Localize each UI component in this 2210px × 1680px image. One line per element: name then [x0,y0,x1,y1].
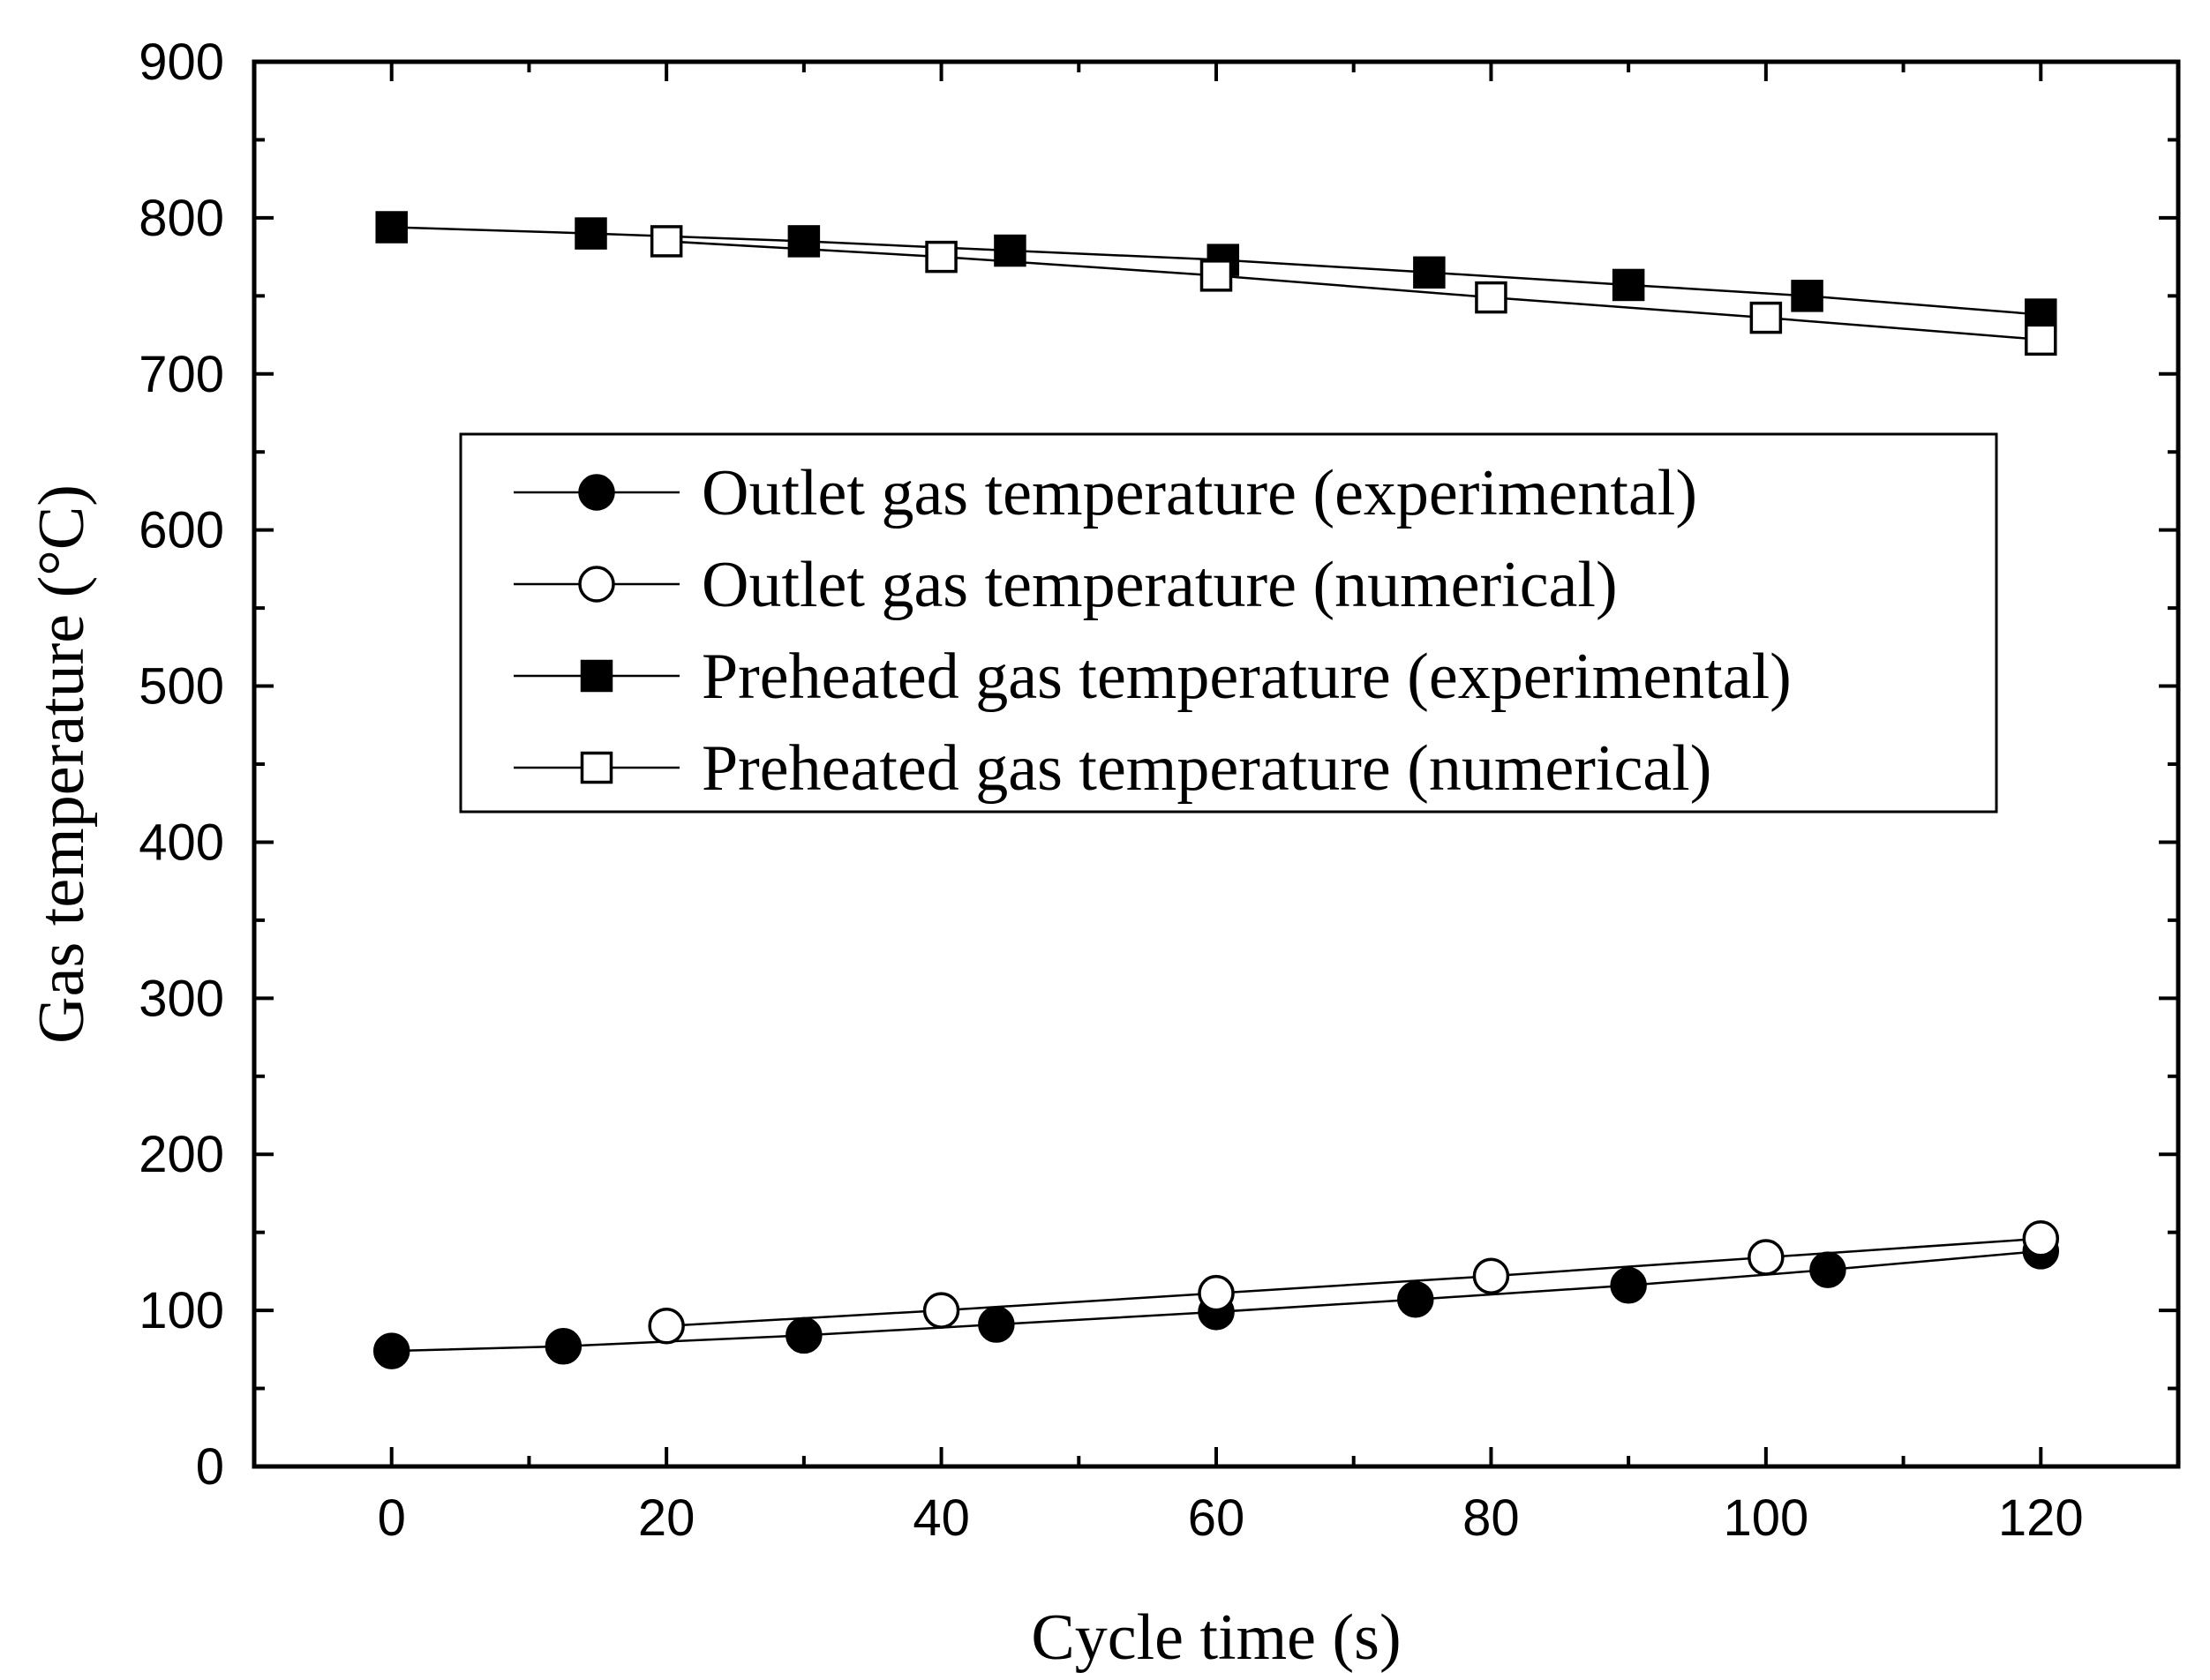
x-tick-label: 0 [378,1489,406,1547]
data-point [1748,1239,1785,1276]
data-point [1749,301,1783,334]
data-point [1475,281,1507,314]
data-point [787,225,821,258]
x-tick-label: 40 [913,1489,970,1547]
y-axis-title: Gas temperature (°C) [26,484,98,1044]
data-point [1472,1257,1510,1294]
data-point [1610,1267,1647,1304]
legend-item: Outlet gas temperature (numerical) [514,549,1618,621]
data-point [372,1332,410,1369]
series-2 [648,1219,2060,1345]
data-point [922,1292,960,1329]
data-point [375,211,408,244]
data-point [545,1328,583,1365]
series-line [666,1237,2041,1328]
series-line [666,240,2041,341]
data-point [575,217,607,250]
data-point [978,1306,1015,1343]
data-point [1791,280,1823,312]
x-tick-label: 80 [1462,1489,1520,1547]
data-point [1413,256,1446,289]
y-tick-label: 0 [196,1438,224,1496]
legend-label: Outlet gas temperature (numerical) [702,549,1618,621]
data-point [1397,1280,1434,1318]
ticks-layer: 0 20 40 60 80 100 120 0 100 200 300 400 500 600 700 800… [139,34,2180,1547]
x-tick-label: 60 [1188,1489,1245,1547]
data-point [648,1308,685,1345]
data-point [2025,323,2057,356]
legend-marker [580,659,613,693]
data-point [1199,259,1233,292]
legend-item: Preheated gas temperature (experimental) [514,641,1792,713]
legend-marker [578,566,615,603]
y-tick-label: 900 [139,34,224,91]
y-tick-label: 600 [139,502,224,559]
legend-label: Preheated gas temperature (experimental) [702,641,1792,713]
data-point [1612,268,1645,302]
legend-box [459,432,1998,814]
data-point [786,1316,823,1354]
data-point [1198,1274,1235,1312]
y-tick-label: 500 [139,658,224,716]
data-point [650,225,683,258]
y-tick-label: 300 [139,970,224,1027]
legend: Outlet gas temperature (experimental) Out… [459,432,1998,814]
y-tick-label: 800 [139,190,224,247]
x-tick-label: 100 [1723,1489,1808,1547]
legend-marker [580,751,613,784]
x-tick-label: 120 [1998,1489,2084,1547]
x-tick-label: 20 [638,1489,695,1547]
plot-frame [252,59,2181,1469]
series-4 [650,225,2057,356]
data-point [925,240,958,274]
legend-label: Outlet gas temperature (experimental) [702,457,1697,529]
legend-item: Outlet gas temperature (experimental) [514,457,1697,529]
y-tick-label: 700 [139,346,224,403]
x-axis-title: Cycle time (s) [1031,1601,1401,1674]
legend-marker [578,474,615,511]
y-tick-label: 200 [139,1126,224,1183]
y-tick-label: 100 [139,1282,224,1339]
legend-item: Preheated gas temperature (numerical) [514,732,1711,805]
legend-label: Preheated gas temperature (numerical) [702,732,1711,805]
data-point [2022,1219,2060,1257]
series-layer [372,211,2060,1369]
y-tick-label: 400 [139,814,224,871]
data-point [1809,1251,1846,1288]
